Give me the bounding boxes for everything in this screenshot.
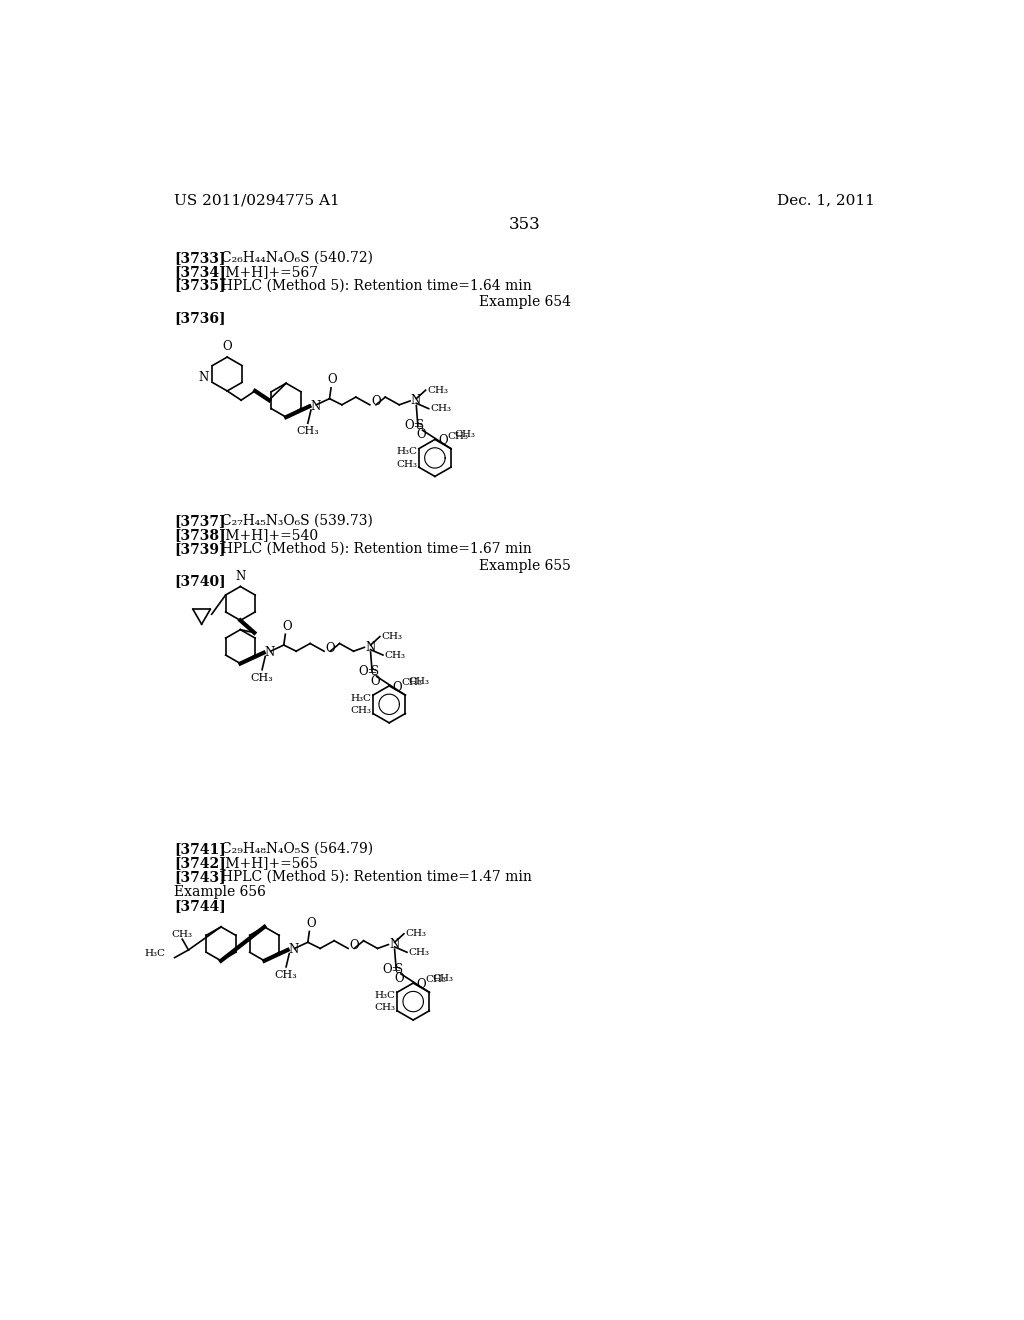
Text: N: N: [389, 939, 399, 952]
Text: CH₃: CH₃: [406, 929, 426, 939]
Text: CH₃: CH₃: [396, 459, 417, 469]
Text: O: O: [328, 374, 338, 387]
Text: [3740]: [3740]: [174, 574, 226, 589]
Text: O: O: [417, 978, 426, 991]
Text: CH₃: CH₃: [385, 651, 406, 660]
Text: O: O: [394, 972, 404, 985]
Text: [3739]: [3739]: [174, 543, 226, 556]
Text: O: O: [417, 428, 426, 441]
Text: [3737]: [3737]: [174, 515, 226, 528]
Text: H₃C: H₃C: [144, 949, 165, 958]
Text: CH₃: CH₃: [426, 975, 446, 985]
Text: CH₃: CH₃: [251, 673, 273, 682]
Text: O: O: [282, 619, 292, 632]
Text: O: O: [372, 395, 381, 408]
Text: C₂₆H₄₄N₄O₆S (540.72): C₂₆H₄₄N₄O₆S (540.72): [221, 251, 373, 265]
Text: O: O: [222, 341, 232, 354]
Text: US 2011/0294775 A1: US 2011/0294775 A1: [174, 193, 340, 207]
Text: [3742]: [3742]: [174, 857, 226, 870]
Text: CH₃: CH₃: [274, 970, 298, 979]
Text: [3736]: [3736]: [174, 312, 226, 325]
Text: [M+H]+=567: [M+H]+=567: [221, 264, 319, 279]
Text: 353: 353: [509, 216, 541, 234]
Text: CH₃: CH₃: [409, 677, 429, 685]
Text: HPLC (Method 5): Retention time=1.47 min: HPLC (Method 5): Retention time=1.47 min: [221, 870, 531, 884]
Text: O=: O=: [358, 665, 378, 678]
Text: C₂₇H₄₅N₃O₆S (539.73): C₂₇H₄₅N₃O₆S (539.73): [221, 515, 373, 528]
Text: O: O: [392, 681, 401, 694]
Text: C₂₉H₄₈N₄O₅S (564.79): C₂₉H₄₈N₄O₅S (564.79): [221, 842, 373, 857]
Text: [M+H]+=565: [M+H]+=565: [221, 857, 319, 870]
Text: N: N: [411, 395, 421, 408]
Text: [3735]: [3735]: [174, 279, 226, 293]
Text: CH₃: CH₃: [427, 385, 449, 395]
Text: S: S: [371, 665, 379, 678]
Text: O=: O=: [382, 962, 401, 975]
Text: CH₃: CH₃: [375, 1003, 395, 1012]
Text: CH₃: CH₃: [447, 432, 468, 441]
Text: CH₃: CH₃: [409, 948, 429, 957]
Text: [3743]: [3743]: [174, 870, 226, 884]
Text: O: O: [326, 642, 335, 655]
Text: HPLC (Method 5): Retention time=1.67 min: HPLC (Method 5): Retention time=1.67 min: [221, 543, 531, 556]
Text: CH₃: CH₃: [172, 931, 193, 939]
Text: H₃C: H₃C: [375, 991, 395, 999]
Text: S: S: [394, 962, 402, 975]
Text: CH₃: CH₃: [430, 404, 452, 413]
Text: HPLC (Method 5): Retention time=1.64 min: HPLC (Method 5): Retention time=1.64 min: [221, 279, 531, 293]
Text: [3741]: [3741]: [174, 842, 226, 857]
Text: N: N: [310, 400, 321, 413]
Text: O: O: [371, 675, 380, 688]
Text: N: N: [236, 570, 246, 582]
Text: CH₃: CH₃: [381, 632, 402, 642]
Text: [M+H]+=540: [M+H]+=540: [221, 528, 319, 543]
Text: H₃C: H₃C: [350, 694, 372, 702]
Text: CH₃: CH₃: [350, 706, 372, 715]
Text: CH₃: CH₃: [432, 974, 454, 983]
Text: [3734]: [3734]: [174, 264, 226, 279]
Text: H₃C: H₃C: [396, 447, 417, 457]
Text: [3733]: [3733]: [174, 251, 226, 265]
Text: S: S: [417, 418, 424, 432]
Text: N: N: [264, 647, 274, 659]
Text: O=: O=: [403, 418, 423, 432]
Text: Example 654: Example 654: [479, 296, 570, 309]
Text: O: O: [306, 917, 315, 929]
Text: CH₃: CH₃: [401, 678, 423, 688]
Text: O: O: [438, 434, 447, 447]
Text: Example 655: Example 655: [479, 558, 570, 573]
Text: N: N: [366, 640, 376, 653]
Text: N: N: [199, 371, 209, 384]
Text: CH₃: CH₃: [296, 426, 319, 437]
Text: [3738]: [3738]: [174, 528, 226, 543]
Text: CH₃: CH₃: [454, 430, 475, 440]
Text: Example 656: Example 656: [174, 884, 266, 899]
Text: [3744]: [3744]: [174, 899, 226, 913]
Text: Dec. 1, 2011: Dec. 1, 2011: [777, 193, 876, 207]
Text: N: N: [289, 944, 299, 957]
Text: O: O: [349, 939, 359, 952]
